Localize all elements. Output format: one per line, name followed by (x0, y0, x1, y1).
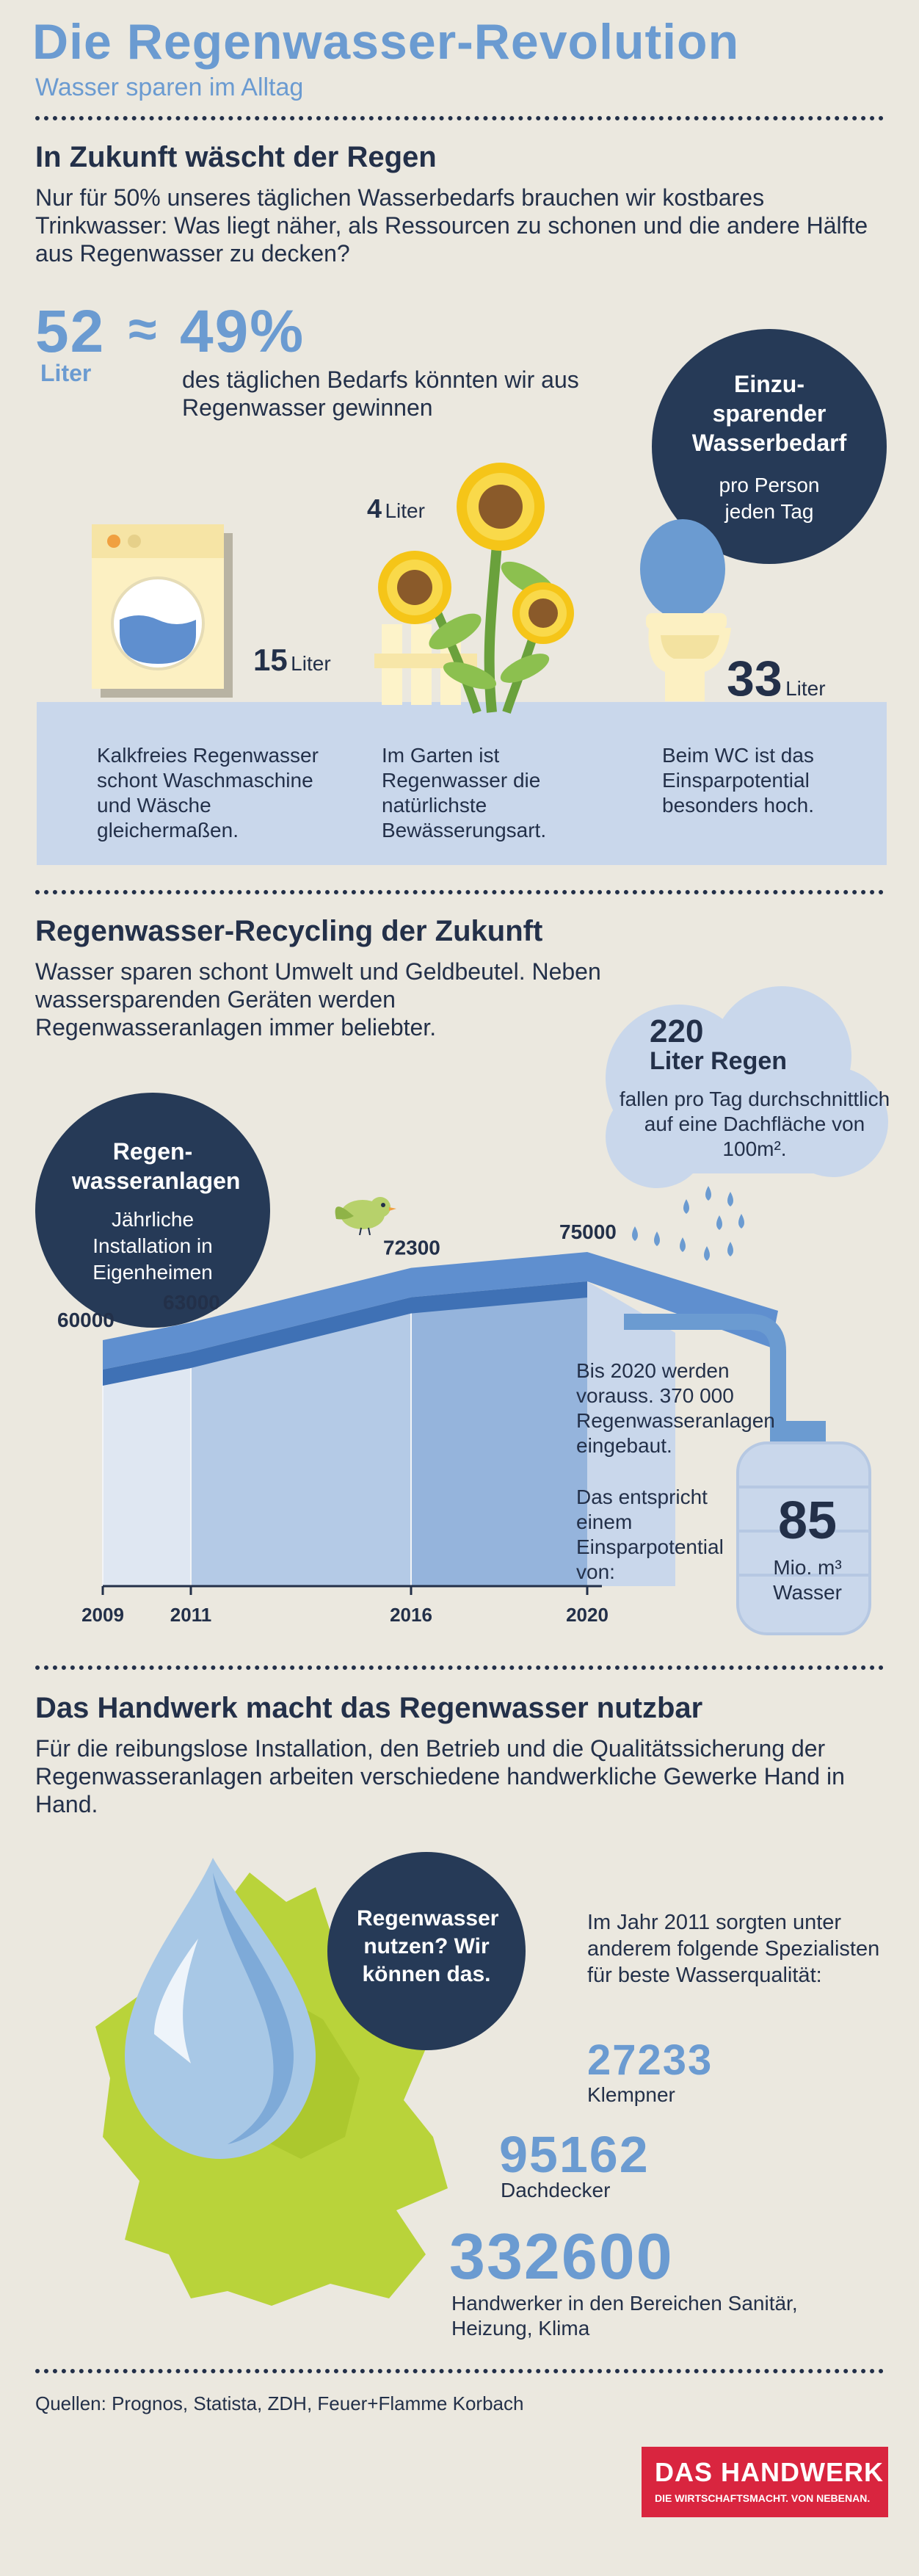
garden-value: 4 Liter (367, 493, 425, 524)
washing-value-unit: Liter (291, 652, 331, 675)
section2-intro: Wasser sparen schont Umwelt und Geldbeut… (35, 958, 601, 1041)
logo-main: DAS HANDWERK (655, 2457, 884, 2487)
x-tick-label: 2011 (170, 1604, 211, 1626)
divider (35, 2369, 884, 2373)
raindrops-icon (632, 1186, 744, 1261)
data-label: 60000 (57, 1309, 115, 1331)
section1-intro: Nur für 50% unseres täglichen Wasserbeda… (35, 184, 868, 267)
washing-machine-icon (92, 524, 233, 698)
area-segment (103, 1352, 191, 1586)
area-segment (191, 1297, 411, 1586)
section2-heading: Regenwasser-Recycling der Zukunft (35, 915, 543, 947)
bird-icon (335, 1197, 396, 1235)
page-subtitle: Wasser sparen im Alltag (35, 73, 304, 101)
page-title: Die Regenwasser-Revolution (32, 14, 740, 70)
stat-value-1: 27233 (587, 2036, 713, 2084)
section3-heading: Das Handwerk macht das Regenwasser nutzb… (35, 1692, 703, 1724)
stat-label-1: Klempner (587, 2083, 675, 2106)
divider (35, 116, 884, 120)
washing-value: 15 Liter (253, 643, 331, 678)
percent-text: des täglichen Bedarfs könnten wir aus Re… (182, 366, 579, 421)
wc-value: 33 Liter (727, 650, 826, 707)
cloud-title: Liter Regen (650, 1047, 788, 1075)
section3-intro: Für die reibungslose Installation, den B… (35, 1735, 845, 1817)
divider (35, 890, 884, 894)
rain-systems-circle: Regen-wasseranlagen Jährliche Installati… (35, 1093, 270, 1328)
roof-band (103, 1252, 778, 1370)
wc-caption: Beim WC ist das Einsparpotential besonde… (662, 744, 815, 817)
circle-title: Einzu-sparender Wasserbedarf (691, 371, 847, 456)
cloud-icon (606, 986, 888, 1188)
divider (35, 1665, 884, 1670)
craft-circle: Regenwasser nutzen? Wir können das. (327, 1852, 526, 2050)
data-label: 63000 (163, 1291, 220, 1314)
stat-value-2: 95162 (499, 2126, 650, 2183)
tank-unit: Mio. m³ Wasser (773, 1556, 842, 1604)
craft-circle-text: Regenwasser nutzen? Wir können das. (357, 1906, 499, 1986)
garden-caption: Im Garten ist Regenwasser die natürlichs… (382, 744, 547, 842)
liters-unit: Liter (40, 360, 92, 386)
house-wall (587, 1281, 675, 1586)
sunflowers-icon (374, 463, 574, 714)
liters-value: 52 (35, 298, 106, 365)
cloud-value: 220 (650, 1013, 704, 1049)
wc-value-number: 33 (727, 651, 782, 706)
tank-value: 85 (777, 1491, 838, 1550)
rain-systems-chart: 2009 60000 2011 63000 2016 72300 2020 75000 (57, 1220, 786, 1626)
data-label: 72300 (383, 1237, 440, 1259)
water-tank-icon (736, 1421, 871, 1635)
washing-caption: Kalkfreies Regenwasser schont Waschmasch… (97, 744, 319, 842)
circle-title: Regen-wasseranlagen (72, 1138, 241, 1194)
sources: Quellen: Prognos, Statista, ZDH, Feuer+F… (35, 2392, 524, 2414)
cloud-text: fallen pro Tag durchschnittlich auf eine… (619, 1088, 890, 1160)
germany-map-icon (95, 1858, 448, 2306)
data-label: 75000 (559, 1220, 617, 1243)
forecast-text: Bis 2020 werden vorauss. 370 000 Regenwa… (576, 1359, 775, 1457)
year-text: Im Jahr 2011 sorgten unter anderem folge… (587, 1911, 880, 1987)
savings-panel (37, 702, 887, 865)
percent-value: 49% (180, 298, 305, 365)
x-tick-label: 2020 (566, 1604, 609, 1626)
circle-subtitle: Jährliche Installation in Eigenheimen (92, 1208, 213, 1284)
x-tick-label: 2016 (390, 1604, 432, 1626)
handwerk-logo: DAS HANDWERK DIE WIRTSCHAFTSMACHT. VON N… (642, 2447, 888, 2517)
area-segment (411, 1281, 587, 1586)
section1-heading: In Zukunft wäscht der Regen (35, 141, 437, 173)
logo-sub: DIE WIRTSCHAFTSMACHT. VON NEBENAN. (655, 2492, 871, 2504)
roof-stripe (103, 1281, 587, 1386)
stat-value-3: 332600 (449, 2220, 674, 2293)
savings-text: Das entspricht einem Einsparpotential vo… (576, 1486, 724, 1583)
garden-value-unit: Liter (385, 499, 425, 522)
gutter-pipe (624, 1314, 786, 1454)
wc-value-unit: Liter (785, 677, 826, 700)
x-tick-label: 2009 (81, 1604, 124, 1626)
garden-value-number: 4 (367, 493, 382, 524)
toilet-icon (640, 519, 731, 701)
stat-label-2: Dachdecker (501, 2179, 611, 2201)
circle-subtitle: pro Person jeden Tag (719, 474, 820, 523)
approx-sign: ≈ (128, 300, 159, 358)
stat-label-3: Handwerker in den Bereichen Sanitär, Hei… (451, 2292, 798, 2340)
washing-value-number: 15 (253, 643, 288, 677)
